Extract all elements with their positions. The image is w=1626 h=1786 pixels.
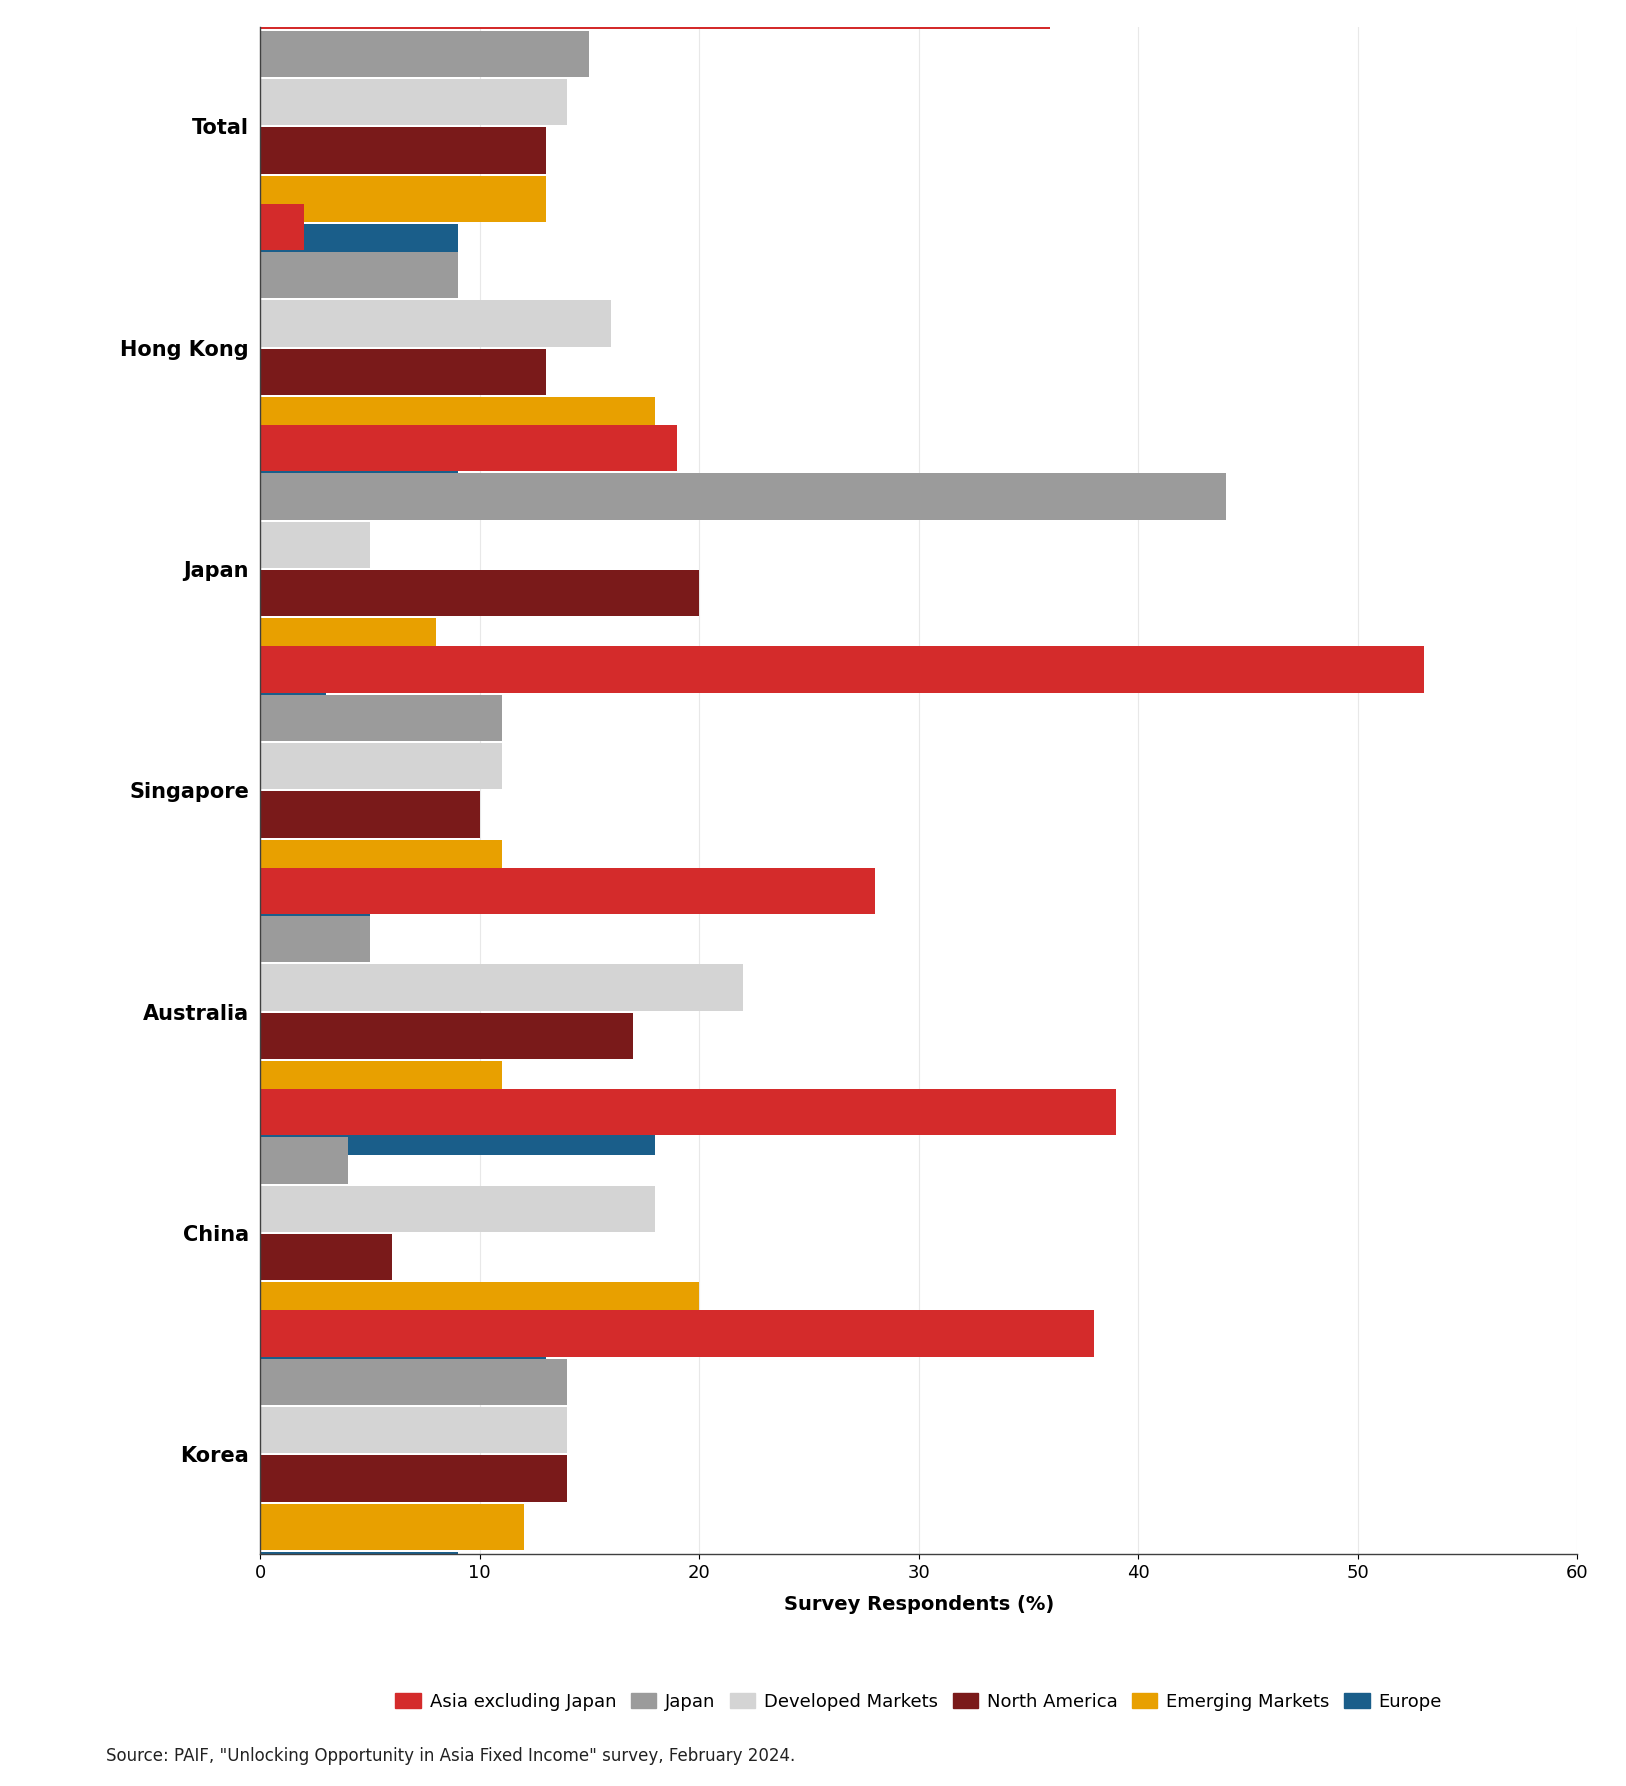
Bar	[260, 1282, 699, 1329]
Bar	[260, 1138, 348, 1184]
Bar	[260, 618, 436, 664]
Bar	[260, 916, 371, 963]
Bar	[260, 522, 371, 568]
Bar	[260, 743, 501, 789]
Bar	[260, 252, 459, 298]
Bar	[260, 1061, 501, 1107]
Bar	[260, 1186, 655, 1232]
Bar	[260, 1407, 567, 1454]
Bar	[260, 348, 546, 395]
Bar	[260, 1331, 546, 1377]
Bar	[260, 223, 459, 270]
Bar	[260, 1504, 524, 1550]
Bar	[260, 445, 459, 491]
Bar	[260, 79, 567, 125]
Bar	[260, 964, 743, 1011]
Bar	[260, 425, 676, 472]
Bar	[260, 300, 611, 346]
Bar	[260, 473, 1226, 520]
Bar	[260, 204, 304, 250]
Bar	[260, 1359, 567, 1406]
Bar	[260, 1552, 459, 1598]
Bar	[260, 396, 655, 443]
Bar	[260, 570, 699, 616]
Bar	[260, 868, 875, 914]
Bar	[260, 1311, 1094, 1357]
Bar	[260, 1109, 655, 1156]
Text: Source: PAIF, "Unlocking Opportunity in Asia Fixed Income" survey, February 2024: Source: PAIF, "Unlocking Opportunity in …	[106, 1747, 795, 1765]
Bar	[260, 1234, 392, 1281]
Bar	[260, 791, 480, 838]
Bar	[260, 647, 1424, 693]
Bar	[260, 839, 501, 886]
Bar	[260, 0, 1050, 29]
Bar	[260, 695, 501, 741]
Bar	[260, 1013, 634, 1059]
Bar	[260, 666, 325, 713]
Bar	[260, 888, 371, 934]
Legend: Asia excluding Japan, Japan, Developed Markets, North America, Emerging Markets,: Asia excluding Japan, Japan, Developed M…	[395, 1693, 1442, 1711]
Bar	[260, 127, 546, 173]
Bar	[260, 1456, 567, 1502]
Bar	[260, 175, 546, 221]
Bar	[260, 30, 589, 77]
Bar	[260, 1089, 1115, 1136]
X-axis label: Survey Respondents (%): Survey Respondents (%)	[784, 1595, 1054, 1615]
